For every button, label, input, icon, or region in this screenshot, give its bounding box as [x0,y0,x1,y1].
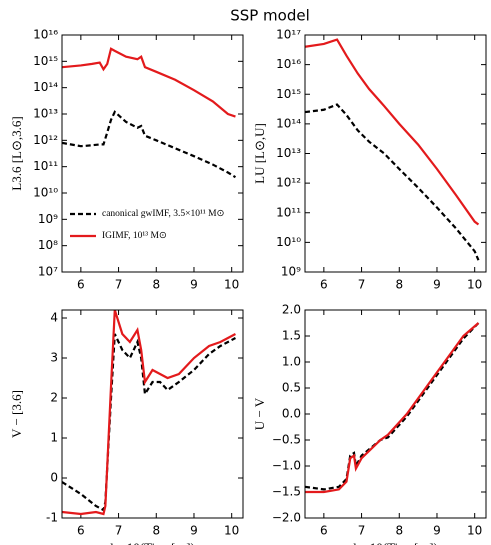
x-tick-label: 10 [224,278,239,292]
series-line [62,110,237,179]
y-axis-label: U − V [252,397,267,430]
y-tick-label: 10¹⁵ [33,54,58,68]
y-tick-label: 1.5 [282,329,301,343]
x-tick-label: 10 [467,278,482,292]
y-tick-label: 10¹⁴ [33,80,58,94]
y-tick-label: 1.0 [282,355,301,369]
y-tick-label: −1.0 [272,459,301,473]
x-tick-label: 7 [115,524,123,538]
y-tick-label: -1 [46,511,58,525]
y-tick-label: 10¹⁰ [33,186,58,200]
y-tick-label: 10¹² [33,133,58,147]
y-tick-label: 10¹⁵ [276,87,301,101]
series-line [305,38,480,226]
y-tick-label: 0 [50,471,58,485]
x-tick-label: 6 [320,278,328,292]
y-axis-label: LU [L⊙,U] [252,123,267,184]
y-tick-label: 3 [50,351,58,365]
x-tick-label: 9 [433,524,441,538]
x-tick-label: 8 [395,524,403,538]
series-line [305,103,480,261]
x-axis-label: log10(Time[yr]) [353,540,438,545]
series-line [305,322,480,494]
x-tick-label: 9 [190,278,198,292]
axes-frame [61,34,244,273]
series-line [62,333,236,512]
y-tick-label: 2 [50,391,58,405]
y-tick-label: 10¹⁷ [276,28,301,42]
figure-title: SSP model [230,7,310,25]
y-tick-label: 10¹⁶ [33,28,58,42]
x-tick-label: 8 [152,524,160,538]
y-tick-label: 2.0 [282,303,301,317]
x-tick-label: 7 [115,278,123,292]
x-tick-label: 7 [358,278,366,292]
y-tick-label: 10¹¹ [276,205,301,219]
y-tick-label: 0.0 [282,407,301,421]
x-tick-label: 10 [224,524,239,538]
x-tick-label: 9 [433,278,441,292]
x-tick-label: 10 [467,524,482,538]
axes-frame [304,34,487,273]
y-axis-label: V − [3.6] [9,390,24,438]
x-tick-label: 6 [77,524,85,538]
y-tick-label: −2.0 [272,511,301,525]
legend-label: canonical gwIMF, 3.5×10¹¹ M⊙ [102,209,225,219]
x-tick-label: 6 [77,278,85,292]
y-tick-label: −1.5 [272,485,301,499]
series-line [62,47,236,118]
x-tick-label: 8 [395,278,403,292]
y-tick-label: 10¹⁰ [276,235,301,249]
legend-label: IGIMF, 10¹³ M⊙ [102,231,167,241]
y-tick-label: 10¹² [276,176,301,190]
y-tick-label: 10¹³ [276,146,301,160]
y-tick-label: 10⁹ [281,265,301,279]
series-line [305,322,480,491]
y-tick-label: 10¹¹ [33,159,58,173]
x-tick-label: 8 [152,278,160,292]
x-tick-label: 7 [358,524,366,538]
y-tick-label: 10⁹ [38,212,58,226]
y-tick-label: 10¹⁴ [276,116,301,130]
axes-frame [304,309,487,519]
x-tick-label: 9 [190,524,198,538]
x-tick-label: 6 [320,524,328,538]
y-tick-label: 10¹⁶ [276,57,301,71]
series-line [62,310,236,516]
y-tick-label: 10¹³ [33,107,58,121]
axes-frame [61,309,244,519]
y-tick-label: 4 [50,311,58,325]
x-axis-label: log10(Time[yr]) [110,540,195,545]
y-tick-label: 10⁷ [38,265,58,279]
y-tick-label: 1 [50,431,58,445]
y-axis-label: L3.6 [L⊙,3.6] [9,116,24,190]
y-tick-label: 0.5 [282,381,301,395]
y-tick-label: −0.5 [272,433,301,447]
y-tick-label: 10⁸ [38,238,58,252]
